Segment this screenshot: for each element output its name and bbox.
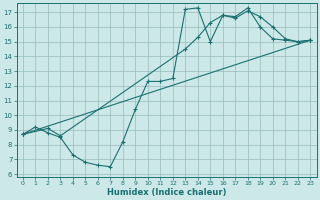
- X-axis label: Humidex (Indice chaleur): Humidex (Indice chaleur): [107, 188, 226, 197]
